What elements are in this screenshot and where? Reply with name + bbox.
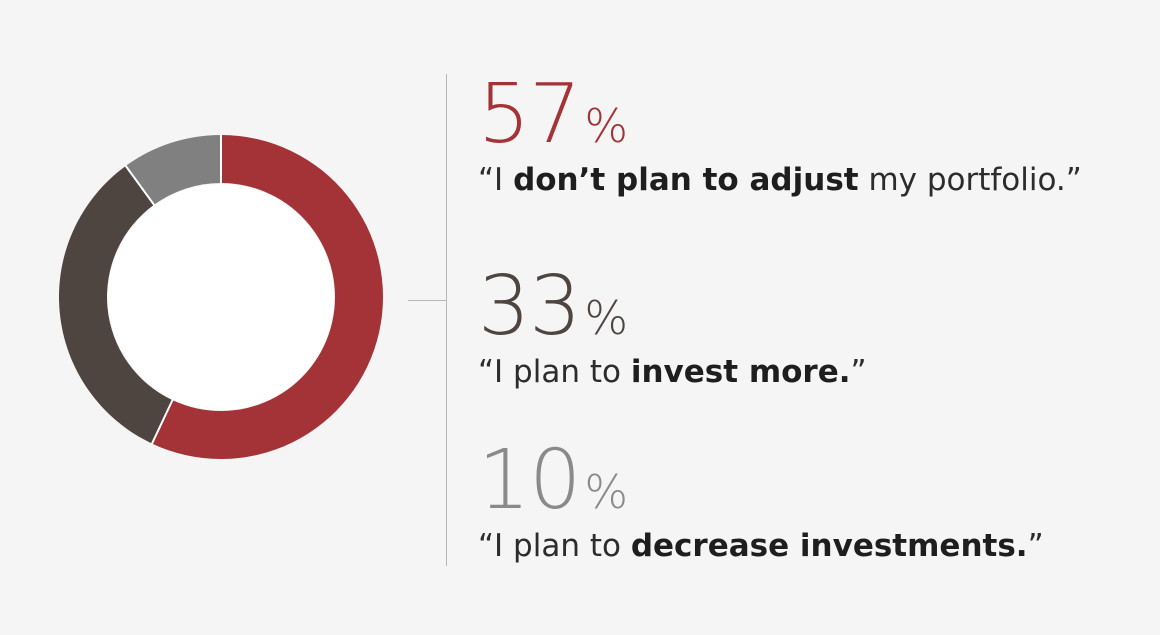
- quote-text: “I: [478, 162, 514, 198]
- stat-quote: “I plan to invest more.”: [478, 354, 1148, 391]
- slice-separator: [150, 398, 174, 445]
- stat-percent-number: 10: [478, 433, 581, 528]
- connector-line: [408, 300, 446, 301]
- slice-separator: [124, 164, 156, 207]
- stat-block-decrease: 10% “I plan to decrease investments.”: [478, 440, 1148, 565]
- vertical-divider: [446, 74, 447, 566]
- donut-slice-decrease: [125, 135, 221, 205]
- quote-text: ”: [850, 354, 867, 390]
- donut-slice-no-adjust: [152, 135, 383, 460]
- stat-percent: 10%: [478, 440, 1148, 522]
- stat-block-invest-more: 33% “I plan to invest more.”: [478, 266, 1148, 391]
- quote-text: ”: [1027, 528, 1044, 564]
- stat-quote: “I don’t plan to adjust my portfolio.”: [478, 162, 1148, 199]
- donut-slice-invest-more: [58, 165, 173, 444]
- donut-hole: [108, 184, 334, 410]
- quote-emphasis: don’t plan to adjust: [513, 162, 859, 198]
- stat-percent: 33%: [478, 266, 1148, 348]
- quote-emphasis: decrease investments.: [630, 528, 1028, 564]
- quote-text: “I plan to: [478, 354, 631, 390]
- stat-percent-number: 57: [478, 67, 581, 162]
- stat-quote: “I plan to decrease investments.”: [478, 528, 1148, 565]
- quote-text: my portfolio.”: [858, 162, 1082, 198]
- stat-percent-unit: %: [584, 465, 628, 519]
- stat-percent-unit: %: [584, 99, 628, 153]
- donut-chart: [58, 134, 383, 460]
- quote-emphasis: invest more.: [630, 354, 851, 390]
- stat-block-no-adjust: 57% “I don’t plan to adjust my portfolio…: [478, 74, 1148, 199]
- stat-percent: 57%: [478, 74, 1148, 156]
- quote-text: “I plan to: [478, 528, 631, 564]
- stat-percent-number: 33: [478, 259, 581, 354]
- stat-percent-unit: %: [584, 291, 628, 345]
